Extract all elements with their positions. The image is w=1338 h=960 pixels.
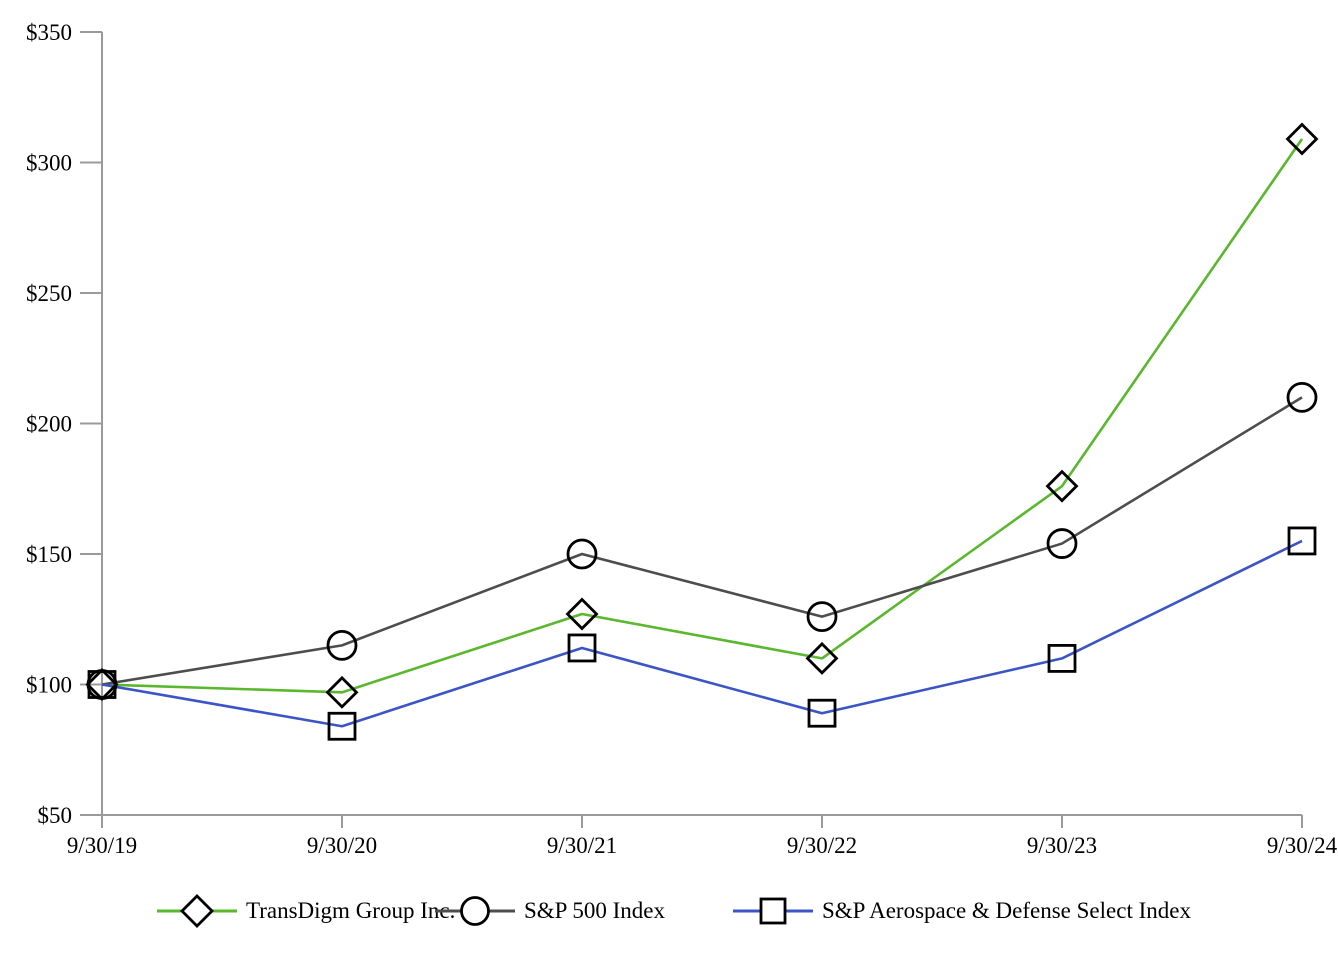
y-tick-label: $250 <box>26 281 72 306</box>
x-tick-label: 9/30/19 <box>67 833 137 858</box>
legend-label-transdigm: TransDigm Group Inc. <box>246 898 456 923</box>
x-tick-label: 9/30/23 <box>1027 833 1097 858</box>
square-marker-icon <box>1287 526 1317 556</box>
y-tick-label: $350 <box>26 20 72 45</box>
legend-item-sp-aerospace-defense: S&P Aerospace & Defense Select Index <box>733 891 1191 931</box>
x-tick-label: 9/30/21 <box>547 833 617 858</box>
y-tick-label: $150 <box>26 542 72 567</box>
circle-marker-icon <box>566 538 598 570</box>
series-line <box>101 138 1304 694</box>
diamond-marker-icon <box>565 597 599 631</box>
diamond-marker-icon <box>157 894 237 928</box>
diamond-marker-icon <box>1285 122 1319 156</box>
diamond-marker-icon <box>325 675 359 709</box>
series-line <box>101 396 1303 686</box>
legend-item-transdigm: TransDigm Group Inc. <box>157 891 455 931</box>
square-marker-icon <box>87 670 117 699</box>
circle-marker-icon <box>435 896 515 926</box>
y-tick-label: $100 <box>26 673 72 698</box>
circle-marker-icon <box>806 601 838 633</box>
square-marker-icon <box>733 897 813 925</box>
y-tick-label: $50 <box>38 803 73 828</box>
y-tick-label: $300 <box>26 151 72 176</box>
x-tick-label: 9/30/22 <box>787 833 857 858</box>
circle-marker-icon <box>326 629 358 661</box>
y-tick-label: $200 <box>26 412 72 437</box>
legend-label-sp-aerospace-defense: S&P Aerospace & Defense Select Index <box>822 898 1191 923</box>
circle-marker-icon <box>1286 381 1318 413</box>
x-tick-label: 9/30/20 <box>307 833 377 858</box>
series-line <box>101 539 1303 728</box>
x-tick-label: 9/30/24 <box>1267 833 1338 858</box>
diamond-marker-icon <box>805 641 839 675</box>
circle-marker-icon <box>1046 528 1078 559</box>
performance-line-chart: $50 $100 $150 $200 $250 $300 $350 9/30/19 9/30/2… <box>26 20 1338 858</box>
legend-item-sp500: S&P 500 Index <box>435 891 665 931</box>
diamond-marker-icon <box>1045 469 1079 503</box>
square-marker-icon <box>567 633 597 663</box>
square-marker-icon <box>1047 644 1077 673</box>
legend-label-sp500: S&P 500 Index <box>524 898 665 923</box>
square-marker-icon <box>807 698 837 728</box>
square-marker-icon <box>327 711 357 741</box>
